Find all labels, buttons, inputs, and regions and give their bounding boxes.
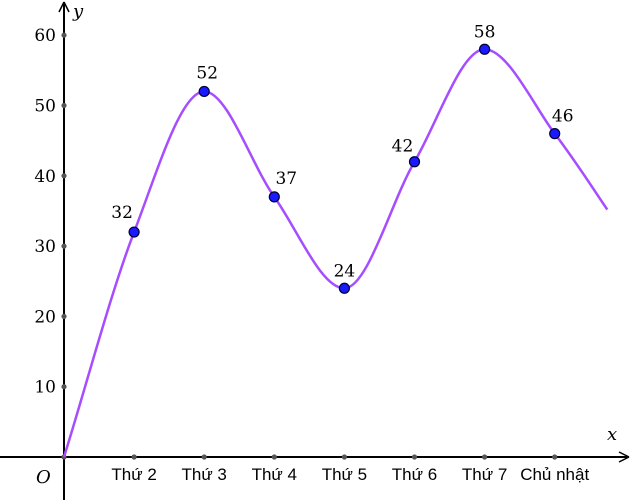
x-tick-mark xyxy=(131,454,137,460)
data-label: 24 xyxy=(334,261,356,281)
y-tick-mark xyxy=(61,102,67,109)
x-tick-label: Thứ 6 xyxy=(392,465,437,484)
x-tick-mark xyxy=(341,454,347,460)
data-point xyxy=(128,226,140,238)
data-label: 58 xyxy=(474,22,496,42)
y-tick-mark xyxy=(61,313,67,319)
y-tick-label: 40 xyxy=(34,167,56,187)
y-tick-label: 20 xyxy=(34,307,56,327)
y-tick-label: 10 xyxy=(34,378,56,398)
data-point xyxy=(549,128,561,140)
origin-label: O xyxy=(36,467,51,488)
x-tick-mark xyxy=(271,454,277,460)
x-tick-label: Chủ nhật xyxy=(520,465,589,484)
y-axis-arrow xyxy=(58,1,70,13)
data-point xyxy=(408,156,421,168)
x-tick-mark xyxy=(201,454,207,460)
x-tick-label: Thứ 7 xyxy=(462,465,507,484)
data-points xyxy=(128,43,561,294)
x-ticks: Thứ 2 Thứ 3 Thứ 4 Thứ 5 Thứ 6 Thứ 7 Chủ nhật xyxy=(61,454,589,484)
y-tick-label: 30 xyxy=(34,237,56,257)
data-point xyxy=(268,191,280,203)
x-tick-label: Thứ 4 xyxy=(252,465,297,484)
x-tick-label: Thứ 2 xyxy=(111,465,156,484)
data-point xyxy=(338,282,350,294)
y-ticks: 10 20 30 40 50 60 xyxy=(34,26,67,398)
x-tick-label: Thứ 5 xyxy=(322,465,367,484)
data-point xyxy=(479,43,491,55)
x-tick-mark xyxy=(482,454,488,460)
y-tick-label: 50 xyxy=(34,97,56,117)
x-tick-label: Thứ 3 xyxy=(181,465,226,484)
y-tick-mark xyxy=(61,173,67,179)
data-label: 46 xyxy=(552,107,574,127)
y-tick-mark xyxy=(61,32,67,38)
y-tick-label: 60 xyxy=(34,26,56,46)
y-tick-mark xyxy=(61,384,67,390)
x-axis-label: x xyxy=(607,424,617,445)
data-point xyxy=(198,85,210,98)
y-axis-label: y xyxy=(72,1,84,22)
data-label: 42 xyxy=(392,137,414,157)
data-label: 32 xyxy=(111,203,133,223)
x-tick-mark xyxy=(552,454,558,460)
data-label: 52 xyxy=(196,63,218,83)
series-line xyxy=(62,48,609,458)
data-label: 37 xyxy=(275,169,297,189)
data-labels: 32 52 37 24 42 58 46 xyxy=(111,22,573,281)
x-axis-arrow xyxy=(618,451,630,463)
x-tick-mark xyxy=(411,454,418,460)
y-tick-mark xyxy=(61,243,67,249)
